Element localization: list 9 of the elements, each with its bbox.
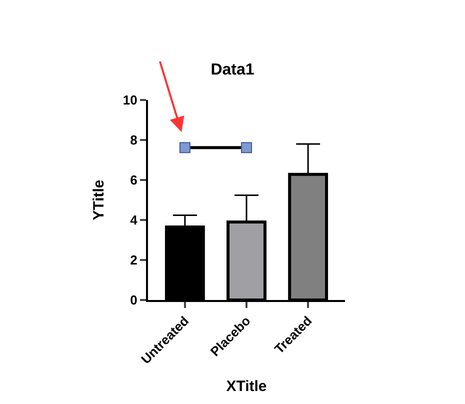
y-tick-label: 0 — [130, 292, 138, 308]
y-tick-label: 8 — [130, 132, 138, 148]
y-tick-label: 2 — [130, 252, 138, 268]
chart-title: Data1 — [210, 61, 254, 78]
y-tick-label: 10 — [122, 92, 138, 108]
y-tick-label: 4 — [130, 212, 138, 228]
y-axis-title: YTitle — [90, 180, 108, 220]
x-axis-title: XTitle — [226, 378, 267, 396]
y-tick-label: 6 — [130, 172, 138, 188]
